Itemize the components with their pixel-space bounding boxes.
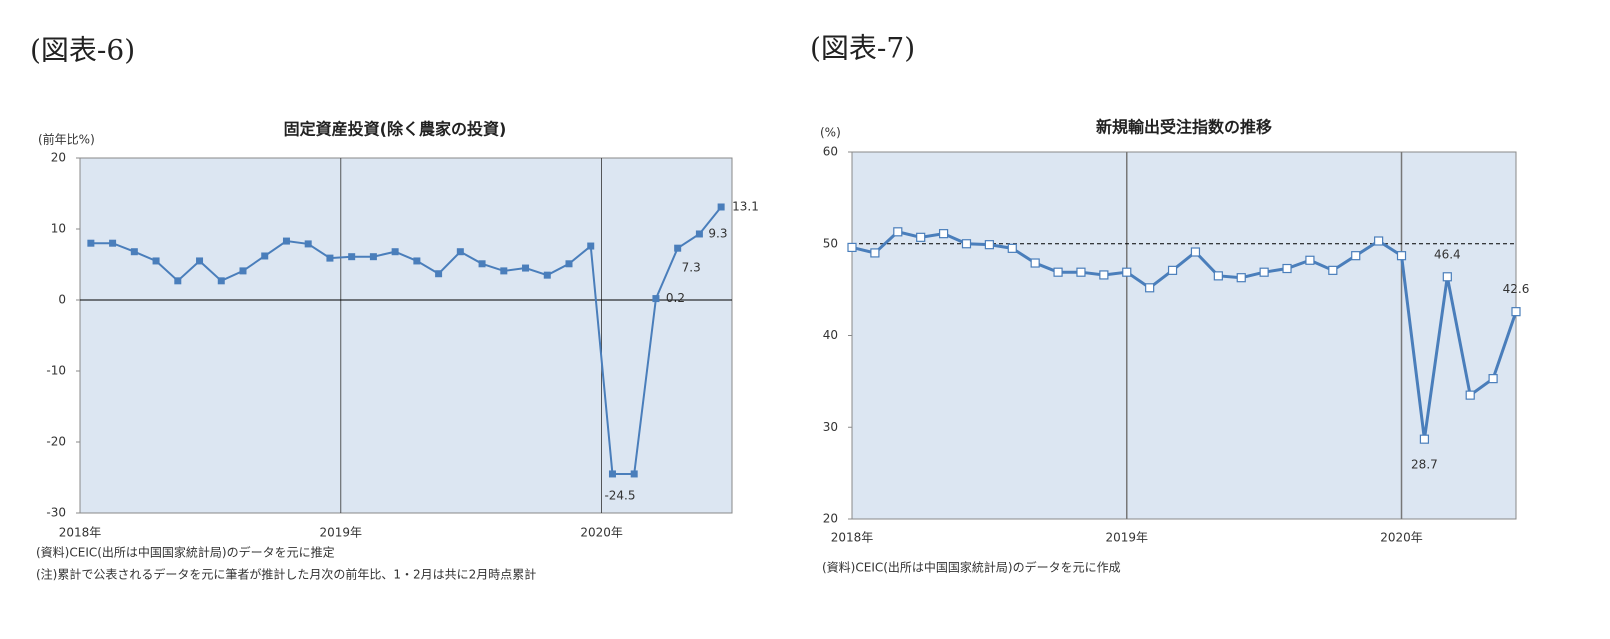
data-point <box>1305 255 1315 265</box>
y-tick-label: -20 <box>46 435 66 449</box>
plot-area <box>851 151 1517 520</box>
data-point <box>261 252 269 260</box>
data-point <box>1396 251 1407 261</box>
data-point <box>391 248 399 256</box>
data-point <box>1190 247 1201 257</box>
data-point <box>369 253 377 261</box>
data-point <box>1099 270 1109 280</box>
data-point <box>1511 307 1521 317</box>
data-point <box>587 242 595 250</box>
data-point <box>1167 265 1178 275</box>
data-point <box>984 240 994 250</box>
data-point <box>1053 267 1063 277</box>
data-point <box>1213 271 1223 281</box>
x-tick-label: 2019年 <box>1105 531 1148 545</box>
data-point <box>1030 258 1040 268</box>
y-tick-label: 20 <box>823 512 838 526</box>
y-tick-label: 40 <box>823 328 838 342</box>
series-line <box>90 206 722 475</box>
data-label: 9.3 <box>708 226 727 240</box>
data-point <box>1282 263 1292 274</box>
figure-header: (図表-7) <box>810 32 915 65</box>
data-point <box>608 470 616 478</box>
y-tick-label: 30 <box>823 420 838 434</box>
data-label: 28.7 <box>1411 458 1438 472</box>
data-point <box>1419 434 1430 444</box>
data-point <box>893 227 903 237</box>
y-axis-label: (%) <box>820 126 841 140</box>
plot-area <box>79 157 733 514</box>
x-tick-label: 2018年 <box>831 531 874 545</box>
data-point <box>1351 251 1361 261</box>
footnote: (資料)CEIC(出所は中国国家統計局)のデータを元に作成 <box>822 560 1121 575</box>
data-point <box>196 257 204 265</box>
data-point <box>152 257 160 265</box>
y-tick-label: -10 <box>46 364 66 378</box>
data-point <box>961 239 972 249</box>
data-point <box>543 271 551 279</box>
footnote: (注)累計で公表されるデータを元に筆者が推計した月次の前年比、1・2月は共に2月… <box>36 567 536 582</box>
chart-title: 固定資産投資(除く農家の投資) <box>284 120 507 139</box>
y-axis-label: (前年比%) <box>38 132 95 147</box>
y-tick-label: 60 <box>823 145 838 159</box>
data-point <box>1374 236 1384 246</box>
data-point <box>1236 273 1246 283</box>
data-point <box>304 240 312 248</box>
data-point <box>1076 267 1086 277</box>
data-point <box>717 203 725 211</box>
data-point <box>87 239 95 247</box>
data-point <box>348 253 356 261</box>
data-label: 13.1 <box>732 199 759 213</box>
y-tick-label: 20 <box>51 151 66 165</box>
data-label: 46.4 <box>1434 247 1461 261</box>
data-point <box>847 242 857 253</box>
data-point <box>239 267 247 275</box>
data-point <box>870 248 880 258</box>
data-point <box>1488 374 1498 384</box>
data-point <box>174 277 182 285</box>
data-label: 42.6 <box>1503 282 1530 296</box>
data-point <box>217 277 225 285</box>
figure-header: (図表-6) <box>30 34 135 67</box>
data-point <box>695 230 703 238</box>
x-tick-label: 2018年 <box>59 526 102 540</box>
chart-title: 新規輸出受注指数の推移 <box>1096 118 1272 137</box>
x-tick-label: 2019年 <box>320 526 363 540</box>
x-tick-label: 2020年 <box>1380 531 1423 545</box>
x-tick-label: 2020年 <box>580 526 623 540</box>
data-point <box>478 260 486 268</box>
data-label: -24.5 <box>604 488 635 502</box>
data-point <box>1328 265 1338 275</box>
data-point <box>1465 390 1475 400</box>
data-label: 0.2 <box>666 291 685 305</box>
data-point <box>1122 267 1132 277</box>
data-label: 7.3 <box>682 261 701 275</box>
y-tick-label: 0 <box>58 293 66 307</box>
data-point <box>916 232 926 242</box>
data-point <box>1007 243 1017 253</box>
data-point <box>938 229 949 239</box>
data-point <box>522 264 530 272</box>
data-point <box>326 254 334 262</box>
data-point <box>630 470 638 478</box>
data-point <box>282 237 290 245</box>
data-point <box>1259 267 1269 277</box>
data-point <box>565 260 573 268</box>
data-point <box>456 248 464 256</box>
data-point <box>500 267 508 275</box>
footnote: (資料)CEIC(出所は中国国家統計局)のデータを元に推定 <box>36 545 335 560</box>
data-point <box>674 244 682 252</box>
y-tick-label: -30 <box>46 506 66 520</box>
y-tick-label: 10 <box>51 222 66 236</box>
data-point <box>435 270 443 278</box>
data-point <box>413 257 421 265</box>
data-point <box>1145 283 1155 293</box>
y-tick-label: 50 <box>823 236 838 250</box>
data-point <box>652 295 660 303</box>
data-point <box>1442 272 1452 282</box>
data-point <box>109 239 117 247</box>
data-point <box>130 248 138 256</box>
